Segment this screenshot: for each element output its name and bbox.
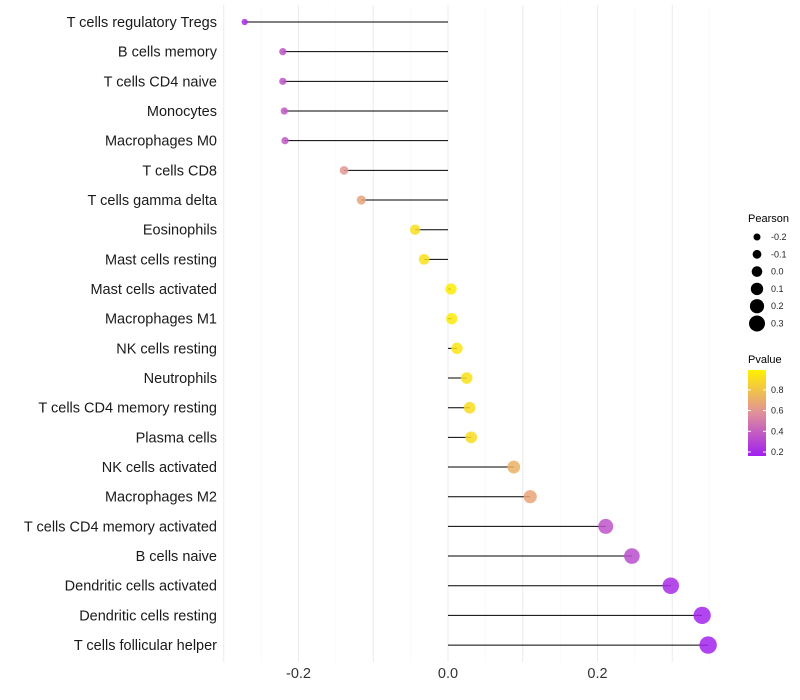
lollipop-point (280, 107, 288, 115)
y-tick-label: NK cells activated (102, 460, 217, 476)
y-tick-label: T cells CD8 (142, 163, 217, 179)
y-tick-label: Macrophages M2 (105, 490, 217, 506)
y-tick-label: Eosinophils (143, 223, 217, 239)
size-legend-label: 0.2 (771, 301, 784, 311)
y-tick-label: T cells regulatory Tregs (67, 15, 217, 31)
lollipop-point (693, 606, 711, 625)
size-legend-key (753, 233, 761, 241)
size-legend-title: Pearson (748, 213, 789, 225)
y-tick-label: Macrophages M0 (105, 134, 217, 150)
color-legend-title: Pvalue (748, 354, 782, 366)
y-tick-label: T cells follicular helper (74, 638, 217, 654)
y-tick-label: B cells naive (136, 549, 217, 565)
lollipop-point (699, 636, 717, 654)
size-legend-key (752, 249, 762, 259)
x-tick-label: 0.0 (438, 666, 458, 682)
lollipop-point (356, 195, 366, 205)
lollipop-point (339, 166, 349, 175)
x-tick-label: 0.2 (587, 666, 607, 682)
y-tick-label: T cells CD4 memory resting (38, 401, 217, 417)
color-legend-label: 0.6 (771, 406, 784, 416)
lollipop-point (624, 548, 640, 564)
lollipop-point (523, 490, 537, 504)
lollipop-point (418, 254, 430, 265)
y-tick-label: Dendritic cells activated (65, 579, 217, 595)
lollipop-point (507, 460, 521, 474)
lollipop-point (279, 48, 287, 56)
lollipop-point (598, 518, 614, 534)
y-tick-label: NK cells resting (116, 341, 217, 357)
size-legend-key (750, 282, 764, 296)
size-legend-key (749, 315, 765, 332)
size-legend-label: 0.0 (771, 267, 784, 277)
y-tick-label: Mast cells activated (90, 282, 217, 298)
size-legend-label: -0.2 (771, 232, 787, 242)
lollipop-point (460, 372, 473, 384)
size-legend-label: 0.1 (771, 284, 784, 294)
y-tick-label: T cells gamma delta (88, 193, 218, 209)
lollipop-point (241, 18, 248, 26)
y-tick-label: Dendritic cells resting (79, 608, 217, 624)
y-tick-label: Neutrophils (144, 371, 217, 387)
size-legend-label: -0.1 (771, 249, 787, 259)
lollipop-point (662, 577, 680, 595)
lollipop-point (465, 431, 478, 444)
y-tick-label: Plasma cells (136, 430, 217, 446)
lollipop-point (279, 77, 287, 85)
lollipop-point (281, 137, 289, 145)
lollipop-point (451, 342, 463, 355)
color-legend-label: 0.8 (771, 385, 784, 395)
color-legend-label: 0.2 (771, 447, 784, 457)
lollipop-point (409, 224, 421, 235)
lollipop-point (446, 313, 458, 325)
y-tick-label: B cells memory (118, 45, 218, 61)
y-tick-label: T cells CD4 memory activated (24, 519, 217, 535)
y-tick-label: Monocytes (147, 104, 217, 120)
size-legend-label: 0.3 (771, 319, 784, 329)
lollipop-point (445, 283, 457, 295)
color-legend-label: 0.4 (771, 426, 784, 436)
x-tick-label: -0.2 (286, 666, 311, 682)
y-tick-label: Mast cells resting (105, 252, 217, 268)
y-tick-label: Macrophages M1 (105, 312, 217, 328)
color-legend-bar (748, 370, 766, 456)
size-legend-key (749, 299, 765, 314)
lollipop-point (463, 401, 476, 414)
size-legend-key (751, 266, 763, 277)
y-tick-label: T cells CD4 naive (104, 74, 217, 90)
